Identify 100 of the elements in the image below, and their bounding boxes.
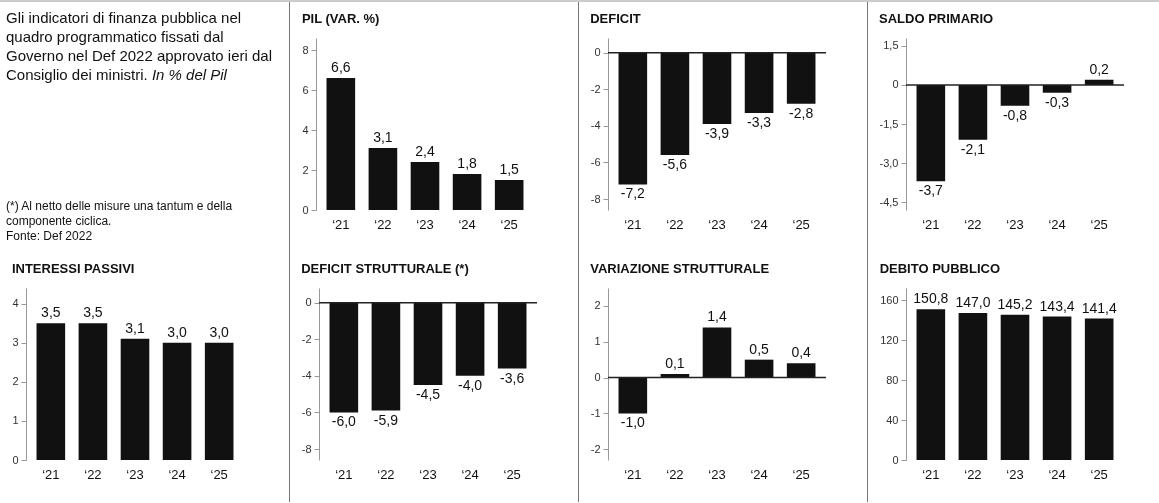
x-tick-label: ‘22 <box>84 466 102 482</box>
y-tick-label: 1,5 <box>883 39 899 52</box>
data-label: -2,1 <box>960 140 986 157</box>
y-tick-label: 80 <box>886 373 899 386</box>
y-tick-label: -6 <box>590 155 601 168</box>
data-label: 145,2 <box>997 295 1033 312</box>
x-tick-label: ‘25 <box>503 466 521 482</box>
data-label: 150,8 <box>913 290 949 307</box>
x-tick-label: ‘21 <box>624 466 642 482</box>
data-label: -3,6 <box>500 369 525 386</box>
data-label: 1,5 <box>499 161 520 177</box>
y-tick-label: 0 <box>892 453 899 466</box>
data-label: -3,7 <box>918 182 944 199</box>
text: (*) Al netto delle misure una tantum e della componente ciclica. <box>6 199 234 229</box>
data-label: 147,0 <box>955 294 991 310</box>
chart-title: DEBITO PUBBLICO <box>879 261 1001 276</box>
y-tick-label: 8 <box>302 43 309 56</box>
y-tick-label: -4 <box>301 369 312 382</box>
y-tick-label: 0 <box>305 296 312 309</box>
y-tick-label: -8 <box>590 192 601 205</box>
x-tick-label: ‘22 <box>377 466 395 482</box>
data-label: -5,6 <box>662 156 688 173</box>
x-tick-label: ‘25 <box>500 216 518 232</box>
y-tick-label: -4 <box>590 119 601 132</box>
data-label: 3,0 <box>209 323 230 340</box>
y-tick-label: -4,5 <box>879 195 899 208</box>
x-tick-label: ‘23 <box>1006 466 1024 482</box>
y-tick-label: 0 <box>12 453 19 466</box>
x-tick-label: ‘24 <box>461 466 479 482</box>
x-tick-label: ‘22 <box>666 216 684 232</box>
data-label: -7,2 <box>620 185 646 202</box>
y-tick-label: -2 <box>590 442 601 455</box>
data-label: -5,9 <box>373 411 399 428</box>
y-tick-label: 6 <box>302 83 309 96</box>
y-tick-label: 1 <box>12 414 19 427</box>
data-label: 3,5 <box>41 304 61 321</box>
x-tick-label: ‘25 <box>792 216 810 232</box>
chart-title: PIL (VAR. %) <box>301 11 380 26</box>
x-tick-label: ‘25 <box>792 466 810 482</box>
x-tick-label: ‘24 <box>750 466 768 482</box>
data-label: 2,4 <box>415 143 435 159</box>
chart-title: SALDO PRIMARIO <box>879 11 994 26</box>
data-label: 3,5 <box>83 304 103 321</box>
x-tick-label: ‘25 <box>210 466 228 482</box>
data-label: -3,3 <box>747 114 772 131</box>
y-tick-label: 2 <box>302 163 309 176</box>
data-label: 3,0 <box>167 323 188 340</box>
y-tick-label: 0 <box>594 371 601 384</box>
data-label: 1,8 <box>457 155 478 171</box>
x-tick-label: ‘23 <box>708 466 726 482</box>
x-tick-label: ‘23 <box>1006 216 1024 232</box>
data-label: -0,8 <box>1002 106 1028 123</box>
x-tick-label: ‘23 <box>419 466 437 482</box>
chart-title: DEFICIT STRUTTURALE (*) <box>301 261 469 276</box>
y-tick-label: -3,0 <box>879 156 899 169</box>
y-tick-label: 160 <box>880 293 899 306</box>
y-tick-label: 0 <box>594 46 601 59</box>
x-tick-label: ‘24 <box>1048 216 1066 232</box>
data-label: 1,4 <box>707 308 727 325</box>
data-label: -4,5 <box>415 385 441 402</box>
y-tick-label: -2 <box>590 82 601 95</box>
data-label: 143,4 <box>1039 297 1075 314</box>
x-tick-label: ‘25 <box>1090 216 1108 232</box>
y-tick-label: -1 <box>590 406 601 419</box>
y-tick-label: 2 <box>594 299 601 312</box>
x-tick-label: ‘21 <box>922 466 940 482</box>
x-tick-label: ‘23 <box>416 216 434 232</box>
data-label: 3,1 <box>125 319 145 336</box>
x-tick-label: ‘24 <box>1048 466 1066 482</box>
chart-title: INTERESSI PASSIVI <box>11 261 135 276</box>
x-tick-label: ‘22 <box>964 216 982 232</box>
chart-title: DEFICIT <box>590 11 641 26</box>
data-label: -3,9 <box>704 125 730 141</box>
y-tick-label: 2 <box>12 375 19 388</box>
y-tick-label: 3 <box>12 336 19 349</box>
data-label: -0,3 <box>1045 93 1070 110</box>
text: In % del Pil <box>151 66 227 83</box>
x-tick-label: ‘21 <box>335 466 353 482</box>
x-tick-label: ‘22 <box>374 216 392 232</box>
source-note: Fonte: Def 2022 <box>6 229 94 244</box>
x-tick-label: ‘22 <box>666 466 684 482</box>
x-tick-label: ‘24 <box>458 216 476 232</box>
data-label: -4,0 <box>458 376 483 393</box>
data-label: 0,5 <box>749 340 770 357</box>
data-label: 0,2 <box>1089 60 1110 77</box>
y-tick-label: 40 <box>886 413 899 426</box>
y-tick-label: 1 <box>594 335 601 348</box>
x-tick-label: ‘23 <box>126 466 144 482</box>
data-label: -6,0 <box>331 413 357 430</box>
y-tick-label: 4 <box>12 297 19 310</box>
data-label: 0,4 <box>791 344 812 361</box>
x-tick-label: ‘22 <box>964 466 982 482</box>
y-tick-label: -1,5 <box>879 117 899 130</box>
x-tick-label: ‘21 <box>332 216 350 232</box>
x-tick-label: ‘21 <box>922 216 940 232</box>
x-tick-label: ‘24 <box>168 466 186 482</box>
data-label: 0,1 <box>665 355 685 371</box>
data-label: -2,8 <box>789 104 814 121</box>
x-tick-label: ‘24 <box>750 216 768 232</box>
data-label: 141,4 <box>1081 299 1117 316</box>
